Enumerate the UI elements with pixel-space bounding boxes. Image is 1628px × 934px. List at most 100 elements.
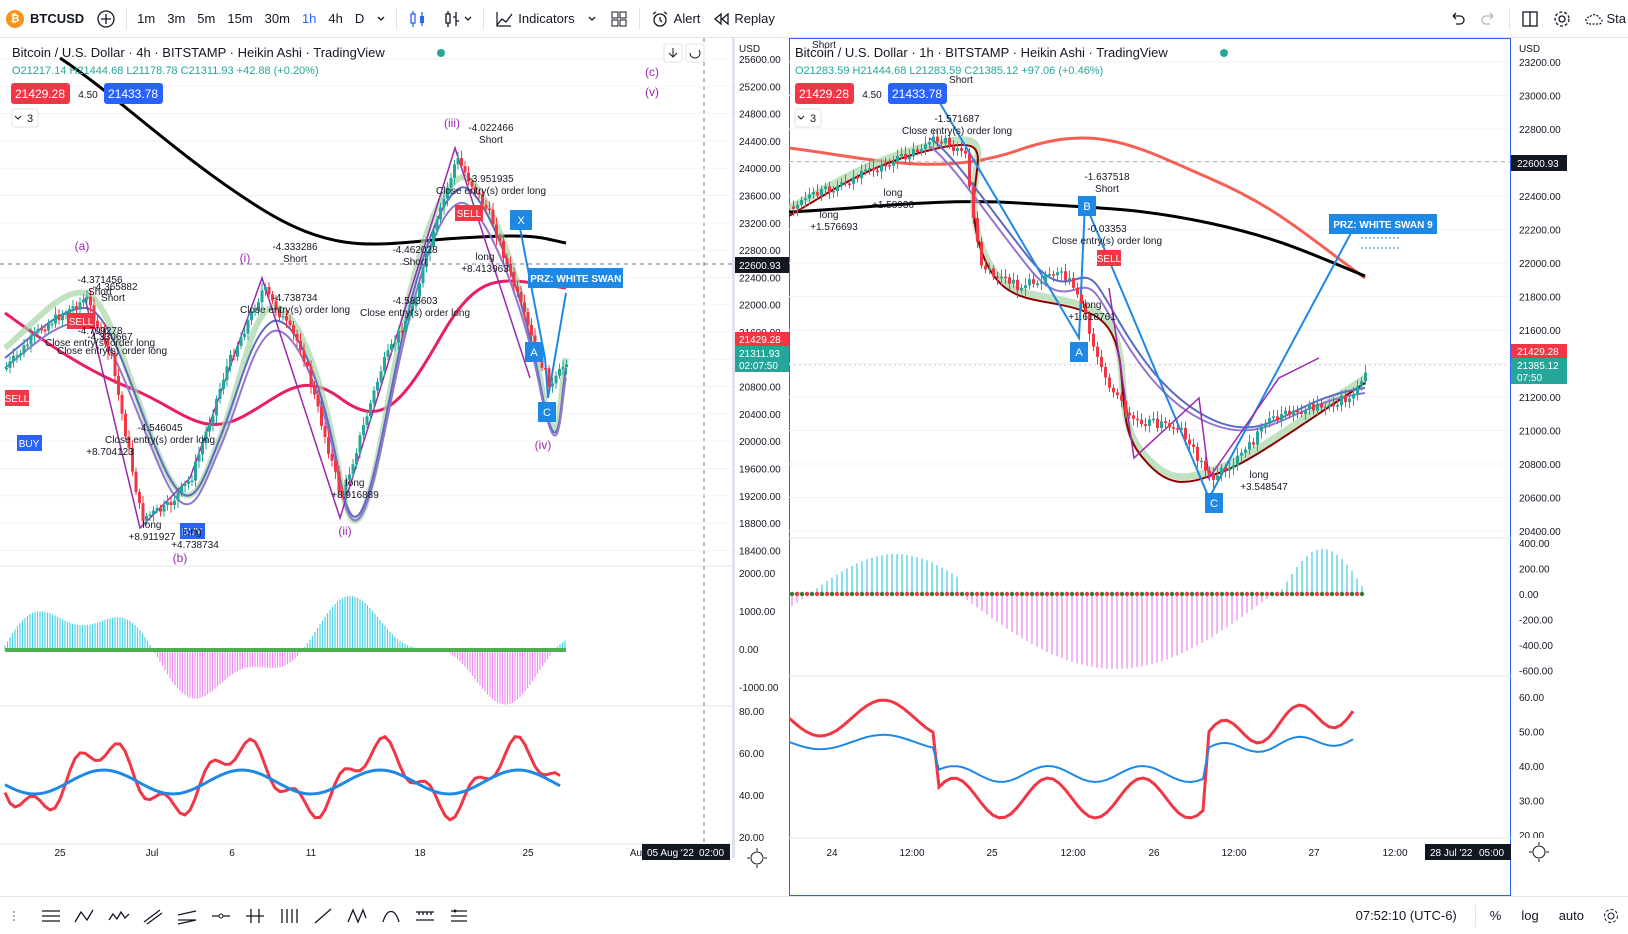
candle-body <box>484 204 488 209</box>
interval-5m[interactable]: 5m <box>197 11 216 26</box>
candle-body <box>89 296 92 306</box>
percent-toggle[interactable]: % <box>1489 908 1502 923</box>
left-rsi-ticks: 80.00 60.00 40.00 20.00 <box>739 707 764 844</box>
gear-icon[interactable] <box>1529 842 1549 862</box>
candle-body <box>33 332 36 336</box>
trade-annotation: Close entry(s) order long <box>240 305 350 316</box>
candle-body <box>383 357 386 372</box>
candle-body <box>1252 442 1255 445</box>
candle-body <box>334 460 337 472</box>
auto-toggle[interactable]: auto <box>1558 908 1584 923</box>
left-chart-pane[interactable]: Bitcoin / U.S. Dollar · 4h · BITSTAMP · … <box>0 38 735 896</box>
symbol-search[interactable]: ₿ BTCUSD <box>0 0 90 38</box>
gear-icon[interactable] <box>747 848 767 868</box>
candle-body <box>1184 427 1187 440</box>
undo-button[interactable] <box>1441 0 1473 38</box>
bottom-settings-button[interactable] <box>1594 899 1628 933</box>
trend-line-tool[interactable] <box>306 899 340 933</box>
candle-body <box>1152 418 1155 421</box>
log-toggle[interactable]: log <box>1521 908 1539 923</box>
wave-pattern-tool[interactable] <box>102 899 136 933</box>
candle-body <box>36 328 40 333</box>
cursor-tool[interactable] <box>0 899 34 933</box>
buy-price: 21433.78 <box>892 87 942 101</box>
buy-button[interactable] <box>888 83 947 104</box>
interval-d[interactable]: D <box>354 11 365 26</box>
candle-body <box>390 343 393 351</box>
right-time-ticks: 24 12:00 25 12:00 26 12:00 27 12:00 <box>826 848 1408 859</box>
cross-line-tool[interactable] <box>238 899 272 933</box>
left-price-axis[interactable]: USD 25600.00 25200.00 24800.00 24400.00 2400… <box>735 38 791 896</box>
curve-tool[interactable] <box>374 899 408 933</box>
indicator-toggle[interactable] <box>794 108 822 128</box>
harmonic-point-c <box>1205 493 1223 513</box>
wave-label-iii: (iii) <box>444 116 460 130</box>
candle-body <box>928 142 931 145</box>
regression-tool[interactable] <box>170 899 204 933</box>
alert-button[interactable]: Alert <box>644 0 707 38</box>
maximize-button[interactable] <box>685 43 705 63</box>
xabcd-pattern-tool[interactable] <box>340 899 374 933</box>
interval-1h[interactable]: 1h <box>301 11 317 26</box>
price-axis-bg <box>735 38 791 896</box>
sell-button[interactable] <box>11 83 70 104</box>
vertical-lines-icon <box>281 908 298 923</box>
list-tool[interactable] <box>442 899 476 933</box>
candle-body <box>952 145 955 152</box>
zero-dot <box>1299 591 1305 597</box>
zero-dot <box>1309 591 1315 597</box>
symbol-name: BTCUSD <box>30 11 85 26</box>
buy-button[interactable] <box>104 83 163 104</box>
snapshot-button[interactable]: Sta <box>1578 0 1628 38</box>
last-price-red-tag <box>1511 344 1567 358</box>
candle-body <box>1188 439 1191 445</box>
price-tick-label: 22000.00 <box>1519 259 1561 270</box>
candle-body <box>1092 333 1095 347</box>
bar-style-button[interactable] <box>401 0 435 38</box>
chart-settings-button[interactable] <box>1546 0 1578 38</box>
candle-body <box>984 265 987 270</box>
zero-dot <box>979 591 985 597</box>
zero-dot <box>1089 591 1095 597</box>
last-price-green: 21311.93 <box>739 349 780 360</box>
parallel-channel-tool[interactable] <box>136 899 170 933</box>
right-price-axis[interactable]: USD 23200.0023000.0022800.0022600.002240… <box>1511 38 1567 896</box>
trade-annotation: -4.709278 <box>77 326 122 337</box>
interval-15m[interactable]: 15m <box>227 11 253 26</box>
candle-body <box>1212 474 1215 480</box>
spread: 4.50 <box>862 90 882 101</box>
interval-30m[interactable]: 30m <box>264 11 290 26</box>
replay-button[interactable]: Replay <box>706 0 780 38</box>
vertical-lines-tool[interactable] <box>272 899 306 933</box>
horizontal-ray-tool[interactable] <box>204 899 238 933</box>
layout-button[interactable] <box>603 0 635 38</box>
abcd-pattern-tool[interactable] <box>68 899 102 933</box>
indicator-toggle[interactable] <box>11 108 39 128</box>
trade-annotation: Short <box>949 75 973 86</box>
right-chart-pane[interactable]: Bitcoin / U.S. Dollar · 1h · BITSTAMP · … <box>789 38 1511 896</box>
currency-label: USD <box>1519 44 1540 55</box>
wave-label-b: (b) <box>173 551 188 565</box>
candle-body <box>512 271 516 287</box>
price-tick-label: 22400.00 <box>739 273 781 284</box>
sell-button[interactable] <box>795 83 854 104</box>
interval-1m[interactable]: 1m <box>137 11 156 26</box>
ruler-tool[interactable] <box>408 899 442 933</box>
zero-dot <box>1009 591 1015 597</box>
candle-body <box>54 314 57 324</box>
panel-layout-button[interactable] <box>1514 0 1546 38</box>
trade-annotation: Close entry(s) order long <box>436 186 546 197</box>
redo-button[interactable] <box>1473 0 1505 38</box>
candle-body <box>456 158 460 165</box>
indicators-dropdown[interactable] <box>581 0 603 38</box>
indicators-button[interactable]: Indicators <box>488 0 580 38</box>
compare-button[interactable] <box>90 0 122 38</box>
interval-dropdown[interactable] <box>370 0 392 38</box>
price-tick-label: 24000.00 <box>739 164 781 175</box>
left-time-axis[interactable]: 25 Jul 6 11 18 25 Au 05 Aug '22 02:00 <box>0 844 735 874</box>
interval-3m[interactable]: 3m <box>167 11 186 26</box>
interval-4h[interactable]: 4h <box>328 11 343 26</box>
horizontal-lines-tool[interactable] <box>34 899 68 933</box>
candle-body <box>1320 403 1323 408</box>
chart-type-button[interactable] <box>435 0 479 38</box>
